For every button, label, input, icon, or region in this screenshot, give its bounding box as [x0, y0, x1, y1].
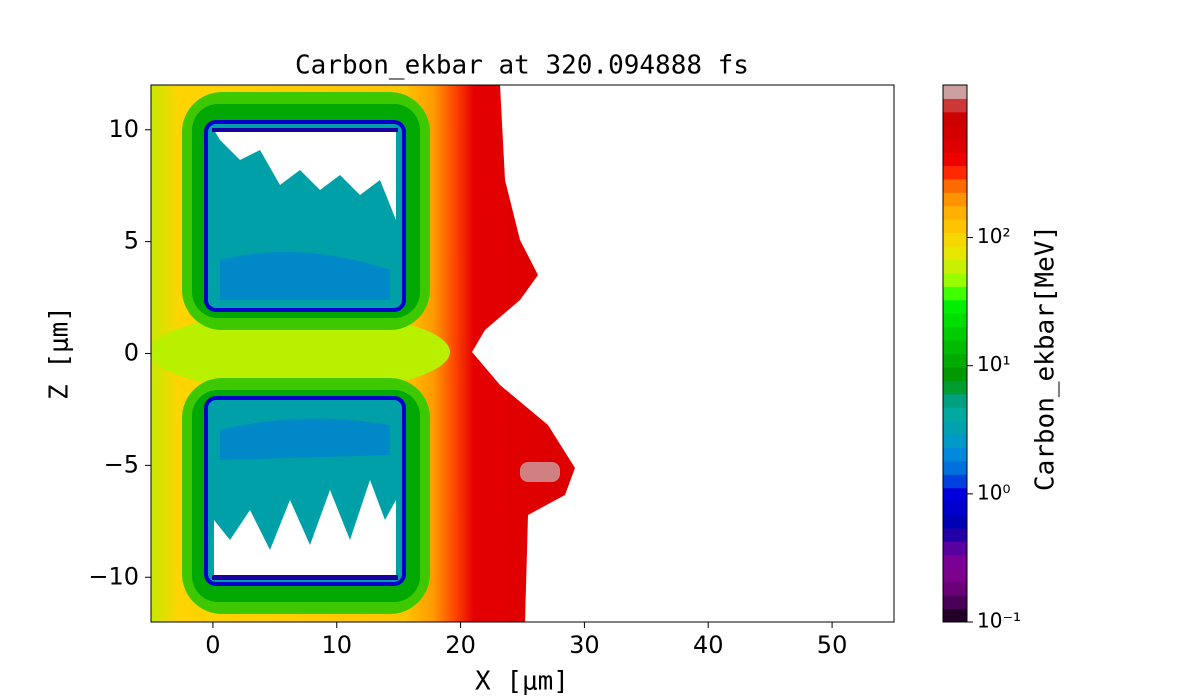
colorbar-band	[943, 192, 967, 207]
colorbar-label: Carbon_ekbar[MeV]	[1031, 225, 1061, 491]
colorbar-band	[943, 554, 967, 569]
colorbar-band	[943, 353, 967, 368]
colorbar-band	[943, 232, 967, 247]
field	[151, 85, 575, 622]
colorbar-band	[943, 420, 967, 435]
x-tick-label: 20	[445, 631, 476, 659]
y-tick-label: 0	[124, 339, 139, 367]
colorbar-tick-label: 10⁰	[977, 480, 1010, 504]
colorbar-band	[943, 541, 967, 556]
colorbar-tick-label: 10⁻¹	[977, 609, 1021, 633]
y-tick-label: −10	[88, 562, 139, 590]
edge	[212, 575, 398, 580]
x-tick-label: 0	[205, 631, 220, 659]
colorbar-band	[943, 501, 967, 516]
colorbar-band	[943, 165, 967, 180]
colorbar-band	[943, 299, 967, 314]
field-blue	[220, 252, 390, 300]
colorbar-frame	[942, 84, 968, 623]
colorbar-band	[943, 259, 967, 274]
colorbar-band	[943, 205, 967, 220]
colorbar-band	[943, 447, 967, 462]
colorbar-band	[943, 393, 967, 408]
colorbar-band	[943, 474, 967, 489]
colorbar-band	[943, 581, 967, 596]
field-mid	[151, 312, 450, 392]
colorbar-band	[943, 98, 967, 113]
x-tick-label: 10	[321, 631, 352, 659]
x-tick-label: 40	[693, 631, 724, 659]
edge	[212, 128, 398, 132]
colorbar-band	[943, 152, 967, 167]
void	[214, 480, 396, 575]
y-tick-label: −5	[104, 450, 139, 478]
colorbar-tick-label: 10¹	[977, 352, 1010, 376]
chart-title: Carbon_ekbar at 320.094888 fs	[295, 51, 749, 81]
colorbar-band	[943, 366, 967, 381]
colorbar-band	[943, 178, 967, 193]
x-axis-label: X [μm]	[475, 667, 569, 697]
colorbar-band	[943, 219, 967, 234]
field-peak	[520, 462, 560, 482]
colorbar-band	[943, 434, 967, 448]
colorbar-band	[943, 313, 967, 328]
colorbar-band	[943, 380, 967, 395]
colorbar-band	[943, 407, 967, 422]
colorbar-band	[943, 272, 967, 287]
colorbar-band	[943, 246, 967, 261]
colorbar-band	[943, 568, 967, 583]
field-blue	[220, 418, 390, 460]
colorbar-band	[943, 326, 967, 341]
colorbar-band	[943, 340, 967, 354]
colorbar-band	[943, 514, 967, 529]
colorbar-tick-label: 10²	[977, 224, 1010, 248]
colorbar-band	[943, 528, 967, 542]
x-tick-label: 50	[817, 631, 848, 659]
y-tick-label: 10	[108, 115, 139, 143]
colorbar-band	[943, 595, 967, 610]
colorbar-band	[943, 138, 967, 153]
y-tick-label: 5	[124, 227, 139, 255]
colorbar-band	[943, 125, 967, 140]
colorbar-band	[943, 85, 967, 99]
x-tick-label: 30	[569, 631, 600, 659]
colorbar-band	[943, 460, 967, 475]
y-axis-label: Z [μm]	[45, 306, 75, 400]
void	[214, 130, 396, 220]
colorbar-band	[943, 111, 967, 126]
colorbar-band	[943, 487, 967, 502]
colorbar-band	[943, 286, 967, 301]
colorbar-band	[943, 608, 967, 623]
